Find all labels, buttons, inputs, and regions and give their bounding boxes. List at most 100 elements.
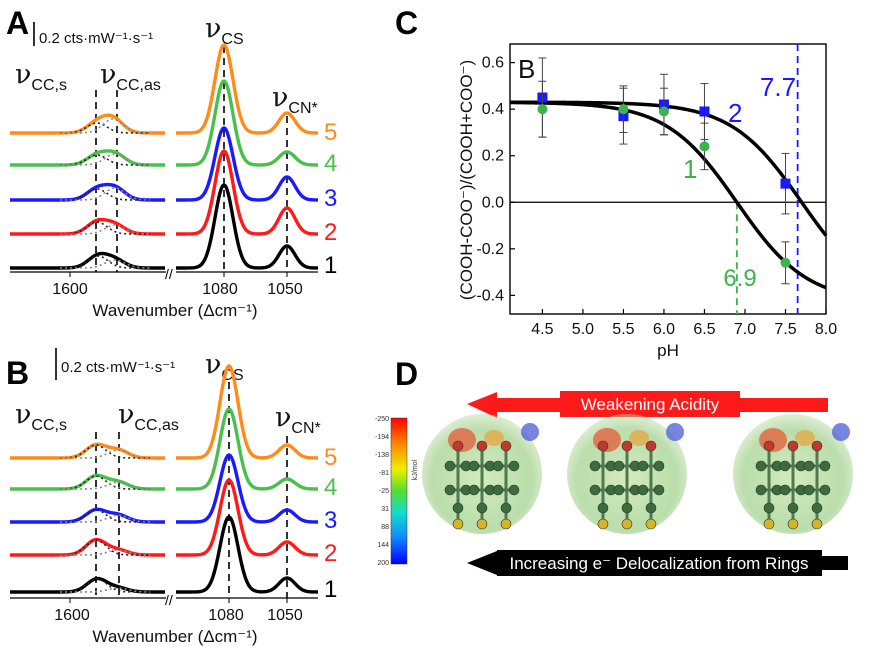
panel-a-fit-4-b <box>60 153 151 166</box>
molecule-atom <box>755 484 767 496</box>
panel-a-axis: // 1600 1080 1050 Wavenumber (Δcm⁻¹) <box>10 266 318 320</box>
molecule-atom <box>452 502 464 514</box>
molecule-atom <box>589 484 601 496</box>
panel-b-band-cc-s: νCC,s <box>15 399 67 434</box>
panel-c-pka-label-2: 7.7 <box>760 72 796 102</box>
delocalization-label: Increasing e⁻ Delocalization from Rings <box>509 554 808 573</box>
energy-colorbar: -250 -194 -138 -81 -25 31 88 144 200 kJ/mol <box>375 416 419 567</box>
panel-b-fit-3-a <box>59 509 150 523</box>
weakening-acidity-label: Weakening Acidity <box>581 395 720 414</box>
panel-c-xtick-label: 6.0 <box>653 321 675 338</box>
panel-a-trace-2-cc <box>10 217 165 236</box>
panel-b-trace-label-5: 5 <box>324 444 337 471</box>
panel-a-trace-label-5: 5 <box>324 119 337 146</box>
molecule-atom <box>653 460 665 472</box>
panel-a-band-cn: νCN* <box>272 82 318 117</box>
panel-a-traces <box>10 43 319 270</box>
molecule-atom <box>589 460 601 472</box>
molecule-atom <box>444 460 456 472</box>
panel-a-fit-1-a <box>60 255 150 269</box>
panel-c-label: C <box>395 5 418 41</box>
panel-b-label: B <box>6 355 29 391</box>
panel-b-trace-3-cs <box>176 453 318 524</box>
panel-c-xlabel: pH <box>657 341 679 360</box>
molecule-atom <box>763 440 775 452</box>
molecule-atom <box>500 502 512 514</box>
molecule-atom <box>811 440 823 452</box>
panel-c-ytick-label: 0.4 <box>482 101 504 118</box>
panel-c-pka-label-1: 6.9 <box>723 265 756 292</box>
panel-b-tick-1080: 1080 <box>208 607 244 624</box>
panel-a-trace-label-3: 3 <box>324 185 337 212</box>
panel-c-ytick-label: -0.4 <box>476 287 504 304</box>
molecule-atom <box>787 502 799 514</box>
panel-b-fit-2-a <box>59 539 150 556</box>
positive-region <box>832 423 850 441</box>
panel-a-trace-4-cc <box>10 149 165 167</box>
colorbar-tick-label: -194 <box>375 434 389 441</box>
negative-region <box>795 430 815 446</box>
panel-b-trace-4-cc <box>10 473 165 491</box>
panel-a-band-cc-s: νCC,s <box>15 59 67 94</box>
panel-b-trace-label-1: 1 <box>324 576 337 603</box>
molecule-atom <box>452 440 464 452</box>
panel-a-trace-2-cs <box>176 149 319 236</box>
panel-b-band-markers <box>95 382 288 598</box>
panel-a-trace-labels: 5 4 3 2 1 <box>324 119 337 279</box>
molecule-atom <box>811 518 823 530</box>
panel-c-xtick-label: 6.5 <box>693 321 715 338</box>
molecule-atom <box>645 440 657 452</box>
molecule-atom <box>500 440 512 452</box>
molecule-atom <box>811 502 823 514</box>
molecule-atom <box>476 502 488 514</box>
molecule-atom <box>637 460 649 472</box>
delocalization-arrow: Increasing e⁻ Delocalization from Rings <box>467 550 848 576</box>
panel-b-tick-1600: 1600 <box>54 607 90 624</box>
colorbar-tick-label: 88 <box>381 524 389 531</box>
panel-c-xtick-label: 5.0 <box>572 321 594 338</box>
molecule-atom <box>468 484 480 496</box>
colorbar-tick-label: 31 <box>381 506 389 513</box>
negative-region <box>629 430 649 446</box>
panel-a-trace-4-cs <box>176 79 318 167</box>
molecule-atom <box>476 440 488 452</box>
panel-a-fit-3-b <box>60 187 151 201</box>
panel-a-fit-1-b <box>60 259 150 269</box>
molecule-atom <box>787 518 799 530</box>
colorbar-tick-label: -25 <box>379 488 389 495</box>
molecule-atom <box>452 518 464 530</box>
colorbar-tick-label: -138 <box>375 452 389 459</box>
colorbar-unit: kJ/mol <box>412 459 419 480</box>
svg-text://: // <box>165 592 173 608</box>
panel-b-trace-5-cs <box>176 364 318 460</box>
panel-b-tick-1050: 1050 <box>267 607 303 624</box>
positive-region <box>521 423 539 441</box>
molecule-surface-b <box>567 414 687 534</box>
panel-a-trace-1-cs <box>176 183 319 270</box>
panel-b-trace-label-3: 3 <box>324 507 337 534</box>
panel-a-tick-1600: 1600 <box>52 281 88 298</box>
panel-a-fit-5-a <box>59 122 150 134</box>
molecule-atom <box>645 518 657 530</box>
panel-d-label: D <box>395 356 418 392</box>
panel-a-fit-4-a <box>59 154 150 166</box>
panel-c-xtick-label: 7.5 <box>774 321 796 338</box>
colorbar-tick-label: 144 <box>377 542 389 549</box>
panel-a: A 0.2 cts·mW⁻¹·s⁻¹ νCC,s νCC,as νCS νCN*… <box>6 5 337 320</box>
panel-a-trace-3-cs <box>176 126 319 202</box>
panel-c-xtick-label: 4.5 <box>531 321 553 338</box>
colorbar-tick-label: -81 <box>379 470 389 477</box>
molecule-atom <box>803 460 815 472</box>
molecule-surface-c <box>733 414 853 534</box>
molecule-atom <box>492 484 504 496</box>
panel-b-band-cc-as: νCC,as <box>118 399 179 434</box>
panel-c-ytick-label: 0.2 <box>482 148 504 165</box>
panel-b-xlabel: Wavenumber (Δcm⁻¹) <box>92 627 257 646</box>
molecule-atom <box>763 502 775 514</box>
panel-d: D Weakening Acidity -250 -194 -138 -81 -25 31… <box>375 356 853 576</box>
molecule-atom <box>508 460 520 472</box>
panel-a-fit-3-a <box>59 188 150 201</box>
molecule-atom <box>468 460 480 472</box>
panel-c-curve-label-2: 2 <box>728 98 742 128</box>
